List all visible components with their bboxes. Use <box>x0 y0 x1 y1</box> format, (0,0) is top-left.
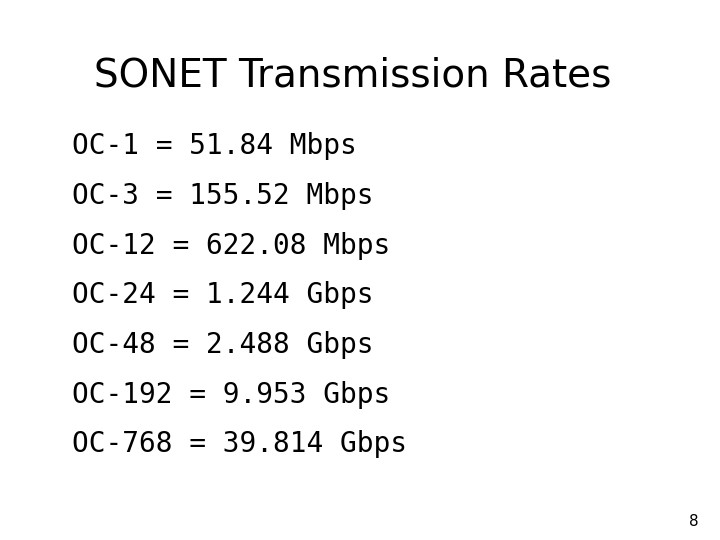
Text: OC-192 = 9.953 Gbps: OC-192 = 9.953 Gbps <box>72 381 390 409</box>
Text: OC-48 = 2.488 Gbps: OC-48 = 2.488 Gbps <box>72 331 374 359</box>
Text: SONET Transmission Rates: SONET Transmission Rates <box>94 57 611 94</box>
Text: 8: 8 <box>689 514 698 529</box>
Text: OC-12 = 622.08 Mbps: OC-12 = 622.08 Mbps <box>72 232 390 260</box>
Text: OC-3 = 155.52 Mbps: OC-3 = 155.52 Mbps <box>72 182 374 210</box>
Text: OC-768 = 39.814 Gbps: OC-768 = 39.814 Gbps <box>72 430 407 458</box>
Text: OC-1 = 51.84 Mbps: OC-1 = 51.84 Mbps <box>72 132 356 160</box>
Text: OC-24 = 1.244 Gbps: OC-24 = 1.244 Gbps <box>72 281 374 309</box>
